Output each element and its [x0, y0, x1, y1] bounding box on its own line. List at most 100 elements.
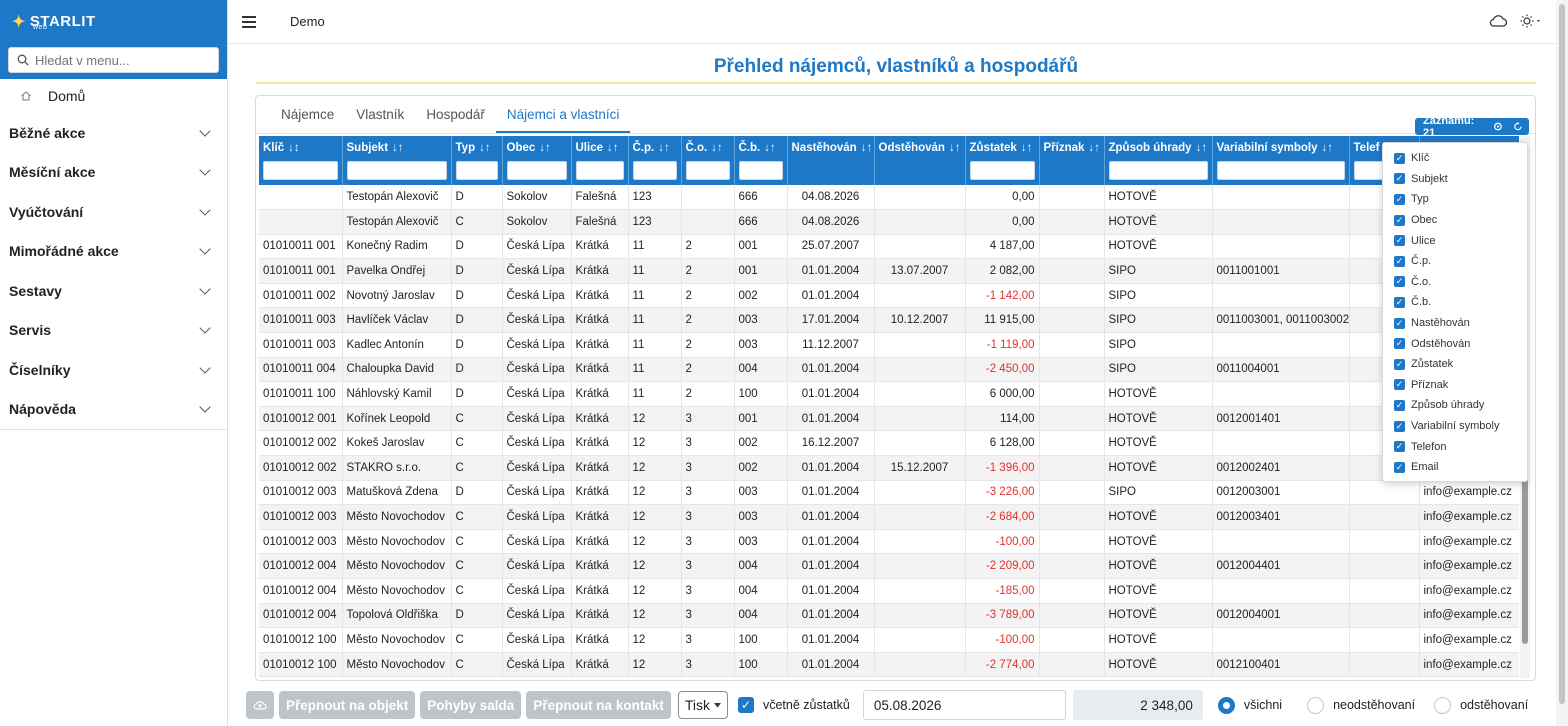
date-input[interactable]: 05.08.2026 [862, 690, 1066, 720]
table-row[interactable]: 01010011 001 Konečný Radim D Česká Lípa Krát… [259, 234, 1519, 260]
column-filter-input[interactable] [506, 160, 567, 180]
sidebar-item-bezne-akce[interactable]: Běžné akce [0, 113, 227, 153]
column-toggle-item[interactable]: ✓ Nastěhován [1383, 313, 1527, 334]
tab-hospodar[interactable]: Hospodář [426, 107, 485, 122]
sort-icon[interactable]: ↓↑ [1088, 141, 1100, 154]
radio-moved-out[interactable] [1434, 696, 1452, 714]
column-toggle-checkbox[interactable]: ✓ [1394, 461, 1405, 473]
sort-icon[interactable]: ↓↕ [288, 141, 300, 154]
column-toggle-item[interactable]: ✓ Odstěhován [1383, 333, 1527, 354]
table-row[interactable]: Testopán Alexovič D Sokolov Falešná 123 666 04… [259, 185, 1519, 211]
column-filter-input[interactable] [685, 160, 730, 180]
column-header[interactable]: Ulice ↓↑ [571, 136, 629, 159]
column-header[interactable]: Zůstatek ↓↑ [965, 136, 1040, 159]
table-row[interactable]: 01010011 003 Kadlec Antonín D Česká Lípa Krá… [259, 332, 1519, 358]
column-header[interactable]: Příznak ↓↑ [1039, 136, 1105, 159]
column-toggle-item[interactable]: ✓ Klíč [1383, 148, 1527, 169]
table-row[interactable]: 01010011 002 Novotný Jaroslav D Česká Lípa K… [259, 283, 1519, 309]
sort-icon[interactable]: ↓↑ [658, 141, 670, 154]
sidebar-item-ciselniky[interactable]: Číselníky [0, 350, 227, 390]
table-row[interactable]: 01010012 002 STAKRO s.r.o. C Česká Lípa Krát… [259, 455, 1519, 481]
column-toggle-item[interactable]: ✓ Č.o. [1383, 272, 1527, 293]
column-toggle-checkbox[interactable]: ✓ [1394, 173, 1405, 185]
sort-icon[interactable]: ↓↑ [711, 141, 723, 154]
column-toggle-item[interactable]: ✓ Č.p. [1383, 251, 1527, 272]
sort-icon[interactable]: ↓↑ [1020, 141, 1033, 154]
table-row[interactable]: 01010012 001 Kořínek Leopold C Česká Lípa Kr… [259, 406, 1519, 432]
table-row[interactable]: 01010011 003 Havlíček Václav D Česká Lípa Kr… [259, 307, 1519, 334]
table-row[interactable]: Testopán Alexovič C Sokolov Falešná 123 666 04… [259, 209, 1519, 235]
column-toggle-item[interactable]: ✓ Variabilní symboly [1383, 416, 1527, 437]
column-toggle-checkbox[interactable]: ✓ [1394, 152, 1405, 164]
sidebar-item-sestavy[interactable]: Sestavy [0, 271, 227, 311]
switch-to-contact-button[interactable]: Přepnout na kontakt [526, 691, 671, 719]
table-row[interactable]: 01010011 100 Náhlovský Kamil D Česká Lípa Kr… [259, 381, 1519, 407]
column-filter-input[interactable] [632, 160, 677, 180]
table-row[interactable]: 01010012 003 Město Novochodov C Česká Lípa K… [259, 504, 1519, 530]
theme-sun-icon[interactable] [1520, 14, 1544, 28]
switch-to-object-button[interactable]: Přepnout na objekt [279, 691, 416, 719]
column-toggle-item[interactable]: ✓ Typ [1383, 189, 1527, 210]
column-toggle-checkbox[interactable]: ✓ [1394, 441, 1405, 453]
column-header[interactable]: Způsob úhrady ↓↑ [1104, 136, 1213, 159]
column-header[interactable]: Č.o. ↓↑ [681, 136, 735, 159]
table-row[interactable]: 01010012 100 Město Novochodov C Česká Lípa K… [259, 627, 1519, 653]
hamburger-menu-icon[interactable] [242, 15, 256, 28]
sidebar-item-vyuctovani[interactable]: Vyúčtování [0, 192, 227, 232]
table-row[interactable]: 01010012 003 Matušková Zdena D Česká Lípa Kr… [259, 480, 1519, 506]
column-toggle-item[interactable]: ✓ Email [1383, 457, 1527, 478]
print-dropdown-button[interactable]: Tisk [677, 691, 728, 719]
sidebar-item-home[interactable]: Domů [0, 79, 227, 113]
column-toggle-checkbox[interactable]: ✓ [1394, 276, 1405, 288]
sidebar-item-servis[interactable]: Servis [0, 311, 227, 351]
column-filter-input[interactable] [263, 160, 338, 180]
table-row[interactable]: 01010012 004 Topolová Oldřiška D Česká Lípa… [259, 603, 1519, 629]
sort-icon[interactable]: ↓↑ [479, 141, 491, 154]
column-header[interactable]: Č.b. ↓↑ [734, 136, 788, 159]
column-toggle-checkbox[interactable]: ✓ [1394, 420, 1405, 432]
column-filter-input[interactable] [455, 160, 498, 180]
column-filter-input[interactable] [738, 160, 783, 180]
tab-najemci-a-vlastnici[interactable]: Nájemci a vlastníci [495, 107, 631, 133]
column-toggle-item[interactable]: ✓ Č.b. [1383, 292, 1527, 313]
column-toggle-checkbox[interactable]: ✓ [1394, 399, 1405, 411]
column-toggle-checkbox[interactable]: ✓ [1394, 255, 1405, 267]
include-balances-checkbox[interactable]: ✓ [737, 697, 754, 713]
sidebar-item-mesicni-akce[interactable]: Měsíční akce [0, 153, 227, 193]
table-row[interactable]: 01010012 003 Město Novochodov C Česká Lípa K… [259, 529, 1519, 555]
column-header[interactable]: Subjekt ↓↑ [342, 136, 452, 159]
column-header[interactable]: Variabilní symboly ↓↑ [1212, 136, 1350, 159]
sort-icon[interactable]: ↓↑ [607, 141, 619, 154]
column-toggle-checkbox[interactable]: ✓ [1394, 317, 1405, 329]
column-toggle-item[interactable]: ✓ Telefon [1383, 436, 1527, 457]
column-toggle-checkbox[interactable]: ✓ [1394, 296, 1405, 308]
column-header[interactable]: Typ ↓↑ [451, 136, 503, 159]
column-filter-input[interactable] [1108, 160, 1208, 180]
table-row[interactable]: 01010012 100 Město Novochodov C Česká Lípa K… [259, 652, 1519, 678]
table-row[interactable]: 01010012 002 Kokeš Jaroslav C Česká Lípa Krá… [259, 430, 1519, 457]
radio-not-moved-out[interactable] [1307, 696, 1325, 714]
column-header[interactable]: Klíč ↓↕ [259, 136, 343, 159]
column-toggle-item[interactable]: ✓ Způsob úhrady [1383, 395, 1527, 416]
column-header[interactable]: Nastěhován ↓↑ [787, 136, 875, 159]
menu-search-input[interactable] [35, 52, 215, 68]
column-filter-input[interactable] [1216, 160, 1345, 180]
column-header[interactable]: Odstěhován ↓↑ [874, 136, 966, 159]
table-row[interactable]: 01010012 004 Město Novochodov C Česká Lípa K… [259, 553, 1519, 579]
tab-najemce[interactable]: Nájemce [281, 107, 335, 122]
sort-icon[interactable]: ↓↑ [764, 141, 776, 154]
column-toggle-item[interactable]: ✓ Zůstatek [1383, 354, 1527, 375]
logo[interactable]: ✦ STARLIT web [12, 12, 96, 32]
sort-icon[interactable]: ↓↑ [392, 141, 404, 154]
column-toggle-item[interactable]: ✓ Ulice [1383, 230, 1527, 251]
column-settings-icon[interactable] [1493, 121, 1503, 132]
tab-vlastnik[interactable]: Vlastník [356, 107, 405, 122]
column-toggle-checkbox[interactable]: ✓ [1394, 338, 1405, 350]
upload-button[interactable] [246, 691, 274, 719]
cloud-icon[interactable] [1488, 14, 1508, 28]
page-scrollbar[interactable] [1556, 0, 1568, 726]
column-toggle-item[interactable]: ✓ Obec [1383, 210, 1527, 231]
balance-movements-button[interactable]: Pohyby salda [420, 691, 522, 719]
column-header[interactable]: Č.p. ↓↑ [628, 136, 682, 159]
sort-icon[interactable]: ↓↑ [539, 141, 551, 154]
